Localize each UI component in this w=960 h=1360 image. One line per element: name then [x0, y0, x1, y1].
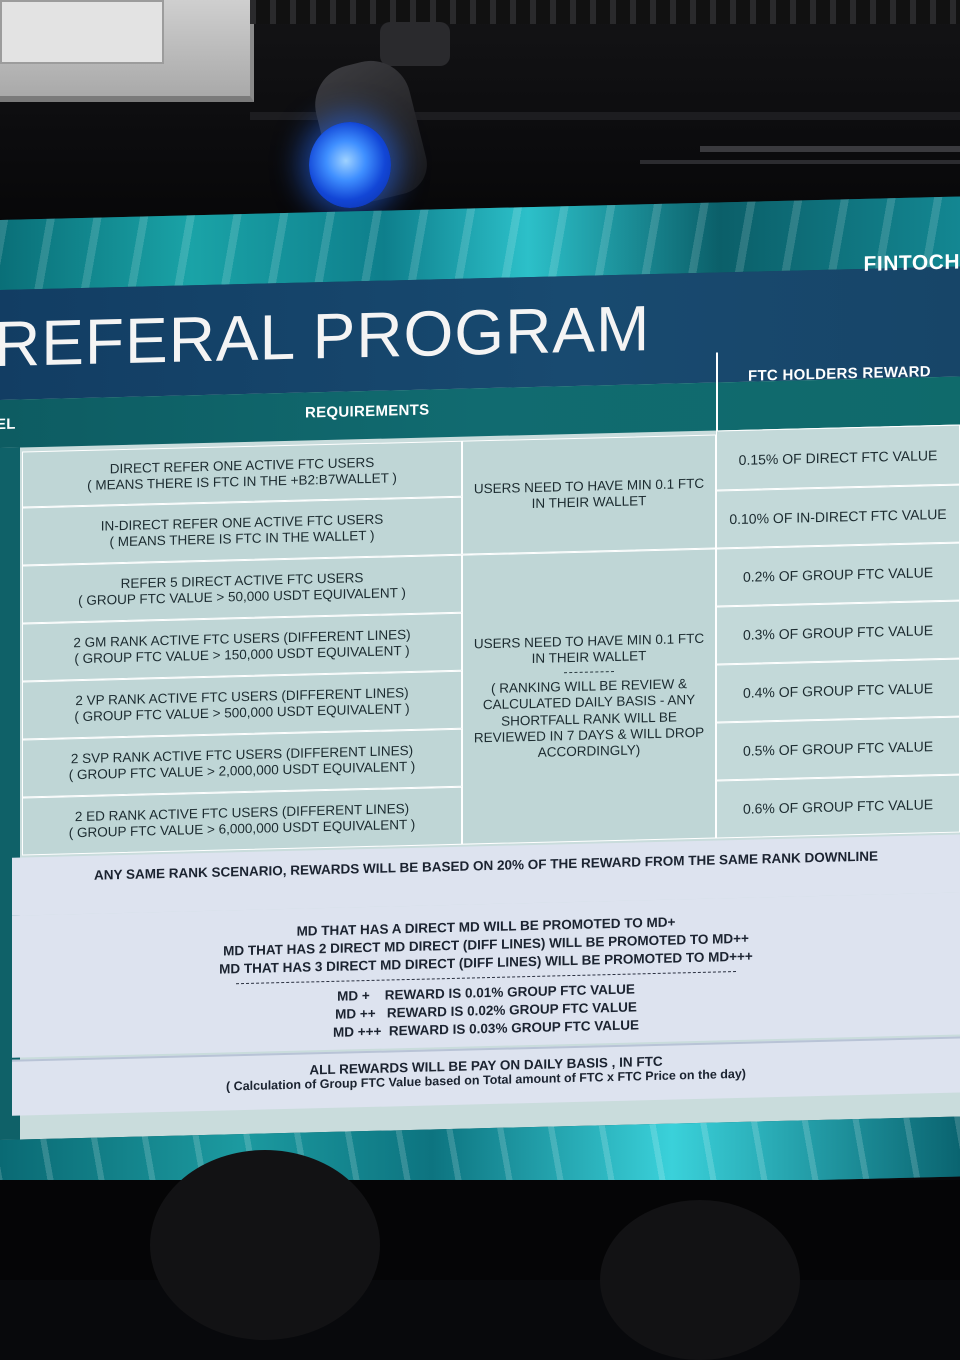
audience-head: [150, 1150, 380, 1340]
requirement-row-2: IN-DIRECT REFER ONE ACTIVE FTC USERS ( M…: [22, 496, 462, 566]
reward-cell-6: 0.5% OF GROUP FTC VALUE: [716, 716, 960, 781]
blue-spotlight-icon: [309, 122, 391, 208]
header-requirements: REQUIREMENTS: [305, 401, 430, 422]
condition-cell-basic: USERS NEED TO HAVE MIN 0.1 FTC IN THEIR …: [462, 434, 716, 555]
reward-cell-7: 0.6% OF GROUP FTC VALUE: [716, 774, 960, 839]
requirement-row-6: 2 SVP RANK ACTIVE FTC USERS (DIFFERENT L…: [22, 728, 462, 798]
audience-foreground: [0, 1150, 960, 1360]
audience-head: [600, 1200, 800, 1360]
requirement-row-7: 2 ED RANK ACTIVE FTC USERS (DIFFERENT LI…: [22, 786, 462, 856]
reward-cell-1: 0.15% OF DIRECT FTC VALUE: [716, 424, 960, 491]
ceiling-pipe: [700, 146, 960, 152]
spotlight-mount: [380, 22, 450, 66]
reward-cell-2: 0.10% OF IN-DIRECT FTC VALUE: [716, 484, 960, 549]
condition-note: ACCORDINGLY): [537, 742, 641, 760]
requirement-row-3: REFER 5 DIRECT ACTIVE FTC USERS ( GROUP …: [22, 554, 462, 624]
truss-beam: [250, 112, 960, 120]
ceiling-pipe-lower: [640, 160, 960, 164]
reward-header-divider: [716, 346, 960, 431]
condition-text: IN THEIR WALLET: [531, 648, 647, 667]
condition-divider: [564, 671, 614, 674]
ceiling-panel: [0, 0, 254, 102]
referral-table: EL REQUIREMENTS FTC HOLDERS REWARD DIREC…: [0, 346, 960, 1141]
condition-cell-rank: USERS NEED TO HAVE MIN 0.1 FTC IN THEIR …: [462, 548, 716, 845]
reward-cell-5: 0.4% OF GROUP FTC VALUE: [716, 658, 960, 723]
md-promotion-box: MD THAT HAS A DIRECT MD WILL BE PROMOTED…: [12, 892, 960, 1058]
lighting-truss: [250, 0, 960, 24]
ceiling-panel-inner: [0, 0, 164, 64]
slide-title: REFERAL PROGRAM: [0, 292, 651, 381]
same-rank-text: ANY SAME RANK SCENARIO, REWARDS WILL BE …: [93, 848, 879, 883]
brand-logo-text: FINTOCH: [863, 250, 960, 276]
requirement-row-5: 2 VP RANK ACTIVE FTC USERS (DIFFERENT LI…: [22, 670, 462, 740]
reward-cell-3: 0.2% OF GROUP FTC VALUE: [716, 542, 960, 607]
reward-cell-4: 0.3% OF GROUP FTC VALUE: [716, 600, 960, 665]
presentation-screen: FINTOCH REFERAL PROGRAM EL REQUIREMENTS …: [0, 196, 960, 1201]
header-level: EL: [0, 415, 16, 434]
condition-text: IN THEIR WALLET: [531, 493, 647, 512]
requirement-row-4: 2 GM RANK ACTIVE FTC USERS (DIFFERENT LI…: [22, 612, 462, 682]
